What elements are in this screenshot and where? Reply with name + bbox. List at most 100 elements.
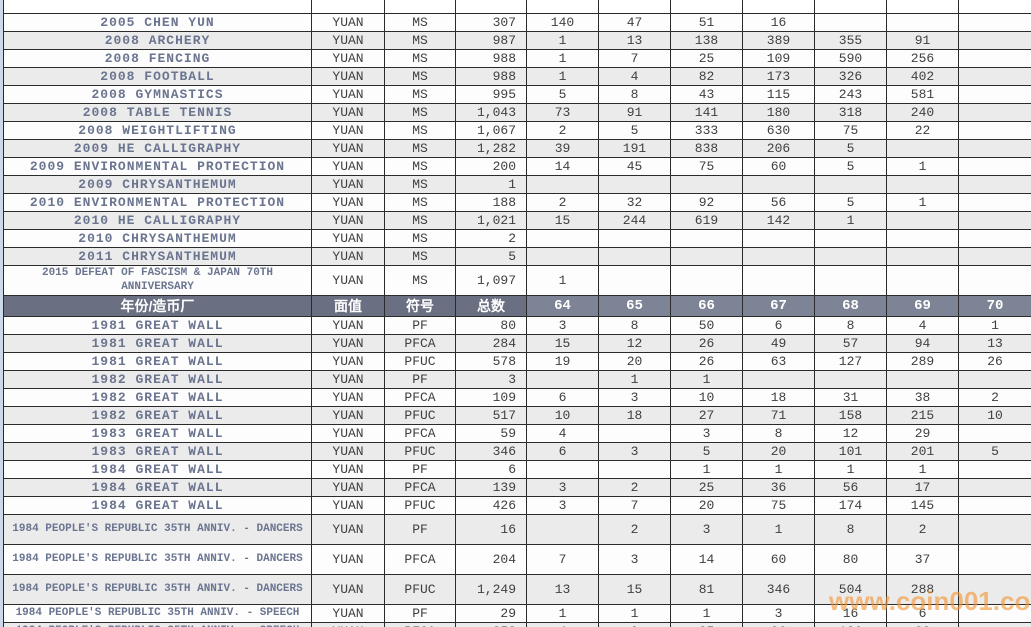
grade-65-count: 20 <box>598 352 671 371</box>
grade-68-count: 136 <box>814 622 887 627</box>
coin-description-link[interactable]: 2008 ARCHERY <box>3 31 312 50</box>
grade-67-count: 20 <box>742 442 815 461</box>
grade-65-count: 91 <box>598 103 671 122</box>
coin-description-link[interactable]: 1981 GREAT WALL <box>3 352 312 371</box>
grade-70-count: 1 <box>958 316 1031 335</box>
coin-description-link[interactable]: 2008 GYMNASTICS <box>3 85 312 104</box>
face-value: YUAN <box>311 460 385 479</box>
total-count: 3 <box>455 370 527 389</box>
grade-66-count: 20 <box>670 496 743 515</box>
grade-symbol: PF <box>384 460 456 479</box>
grade-67-count: 56 <box>742 193 815 212</box>
grade-symbol: PFUC <box>384 442 456 461</box>
coin-description-link[interactable]: 2009 CHRYSANTHEMUM <box>3 175 312 194</box>
coin-description-link[interactable]: 1984 PEOPLE'S REPUBLIC 35TH ANNIV. - DAN… <box>3 544 312 575</box>
coin-description-link[interactable]: 2010 HE CALLIGRAPHY <box>3 211 312 230</box>
grade-65-count: 191 <box>598 139 671 158</box>
grade-66-count: 3 <box>670 514 743 545</box>
coin-description-link[interactable]: 1981 GREAT WALL <box>3 334 312 353</box>
grade-symbol: MS <box>384 211 456 230</box>
grade-65-count: 18 <box>598 406 671 425</box>
grade-67-count: 63 <box>742 352 815 371</box>
coin-description-link[interactable]: 2011 CHRYSANTHEMUM <box>3 247 312 266</box>
grade-symbol: PFUC <box>384 574 456 605</box>
grade-66-count: 619 <box>670 211 743 230</box>
grade-70-count <box>958 514 1031 545</box>
header-grade-67: 67 <box>742 295 815 317</box>
total-count: 1,021 <box>455 211 527 230</box>
grade-69-count: 402 <box>886 67 959 86</box>
grade-65-count: 8 <box>598 316 671 335</box>
coin-description-link[interactable]: 2010 ENVIRONMENTAL PROTECTION <box>3 193 312 212</box>
coin-description-link[interactable]: 1984 PEOPLE'S REPUBLIC 35TH ANNIV. - SPE… <box>3 622 312 627</box>
grade-65-count: 32 <box>598 193 671 212</box>
total-count: 1,249 <box>455 574 527 605</box>
table-row: 2008 GYMNASTICS YUAN MS 995 5 8 43 115 2… <box>3 85 1031 104</box>
grade-66-count: 10 <box>670 388 743 407</box>
total-count: 1,067 <box>455 121 527 140</box>
grade-70-count <box>958 157 1031 176</box>
coin-description-link[interactable]: 2015 DEFEAT OF FASCISM & JAPAN 70TH ANNI… <box>3 265 312 296</box>
coin-description-link[interactable]: 1984 PEOPLE'S REPUBLIC 35TH ANNIV. - SPE… <box>3 604 312 623</box>
coin-description-link[interactable]: 2008 FENCING <box>3 49 312 68</box>
grade-66-count: 838 <box>670 139 743 158</box>
face-value: YUAN <box>311 193 385 212</box>
grade-65-count: 3 <box>598 442 671 461</box>
coin-description-link[interactable]: 1984 PEOPLE'S REPUBLIC 35TH ANNIV. - DAN… <box>3 514 312 545</box>
grade-64-count: 73 <box>526 103 599 122</box>
face-value: YUAN <box>311 514 385 545</box>
coin-description-link[interactable]: 1981 GREAT WALL <box>3 316 312 335</box>
grade-70-count <box>958 211 1031 230</box>
coin-description-link[interactable]: 2009 ENVIRONMENTAL PROTECTION <box>3 157 312 176</box>
grade-69-count <box>886 175 959 194</box>
grade-68-count: 57 <box>814 334 887 353</box>
grade-69-count <box>886 13 959 32</box>
grade-64-count: 19 <box>526 352 599 371</box>
clipped-cell <box>384 0 456 14</box>
grade-70-count <box>958 193 1031 212</box>
coin-description-link[interactable]: 2008 TABLE TENNIS <box>3 103 312 122</box>
grade-68-count: 243 <box>814 85 887 104</box>
grade-69-count: 2 <box>886 514 959 545</box>
coin-description-link[interactable]: 1984 GREAT WALL <box>3 496 312 515</box>
coin-description-link[interactable]: 1983 GREAT WALL <box>3 442 312 461</box>
coin-description-link[interactable]: 1984 PEOPLE'S REPUBLIC 35TH ANNIV. - DAN… <box>3 574 312 605</box>
grade-symbol: PF <box>384 370 456 389</box>
coin-description-link[interactable]: 1984 GREAT WALL <box>3 460 312 479</box>
grade-symbol: PF <box>384 514 456 545</box>
grade-67-count: 75 <box>742 496 815 515</box>
coin-description-link[interactable]: 2005 CHEN YUN <box>3 13 312 32</box>
coin-description-link[interactable]: 2008 FOOTBALL <box>3 67 312 86</box>
coin-description-link[interactable]: 2010 CHRYSANTHEMUM <box>3 229 312 248</box>
grade-68-count: 326 <box>814 67 887 86</box>
table-row: 1984 GREAT WALL YUAN PF 6 1 1 1 1 <box>3 460 1031 479</box>
grade-68-count: 158 <box>814 406 887 425</box>
coin-description-link[interactable]: 2008 WEIGHTLIFTING <box>3 121 312 140</box>
clipped-cell <box>455 0 527 14</box>
clipped-cell <box>670 0 743 14</box>
grade-67-count: 206 <box>742 139 815 158</box>
grade-69-count: 240 <box>886 103 959 122</box>
grade-65-count: 2 <box>598 478 671 497</box>
face-value: YUAN <box>311 316 385 335</box>
face-value: YUAN <box>311 211 385 230</box>
grade-65-count: 244 <box>598 211 671 230</box>
grade-67-count <box>742 247 815 266</box>
grade-65-count: 45 <box>598 157 671 176</box>
coin-description-link[interactable]: 1983 GREAT WALL <box>3 424 312 443</box>
face-value: YUAN <box>311 544 385 575</box>
grade-69-count: 289 <box>886 352 959 371</box>
grade-64-count <box>526 247 599 266</box>
coin-description-link[interactable]: 1982 GREAT WALL <box>3 388 312 407</box>
grade-68-count: 318 <box>814 103 887 122</box>
table-row: 2009 ENVIRONMENTAL PROTECTION YUAN MS 20… <box>3 157 1031 176</box>
coin-description-link[interactable]: 1982 GREAT WALL <box>3 406 312 425</box>
grade-68-count: 56 <box>814 478 887 497</box>
grade-64-count: 1 <box>526 604 599 623</box>
coin-description-link[interactable]: 1984 GREAT WALL <box>3 478 312 497</box>
coin-description-link[interactable]: 1982 GREAT WALL <box>3 370 312 389</box>
grade-symbol: MS <box>384 67 456 86</box>
coin-description-link[interactable]: 2009 HE CALLIGRAPHY <box>3 139 312 158</box>
grade-66-count: 1 <box>670 460 743 479</box>
grade-69-count: 581 <box>886 85 959 104</box>
